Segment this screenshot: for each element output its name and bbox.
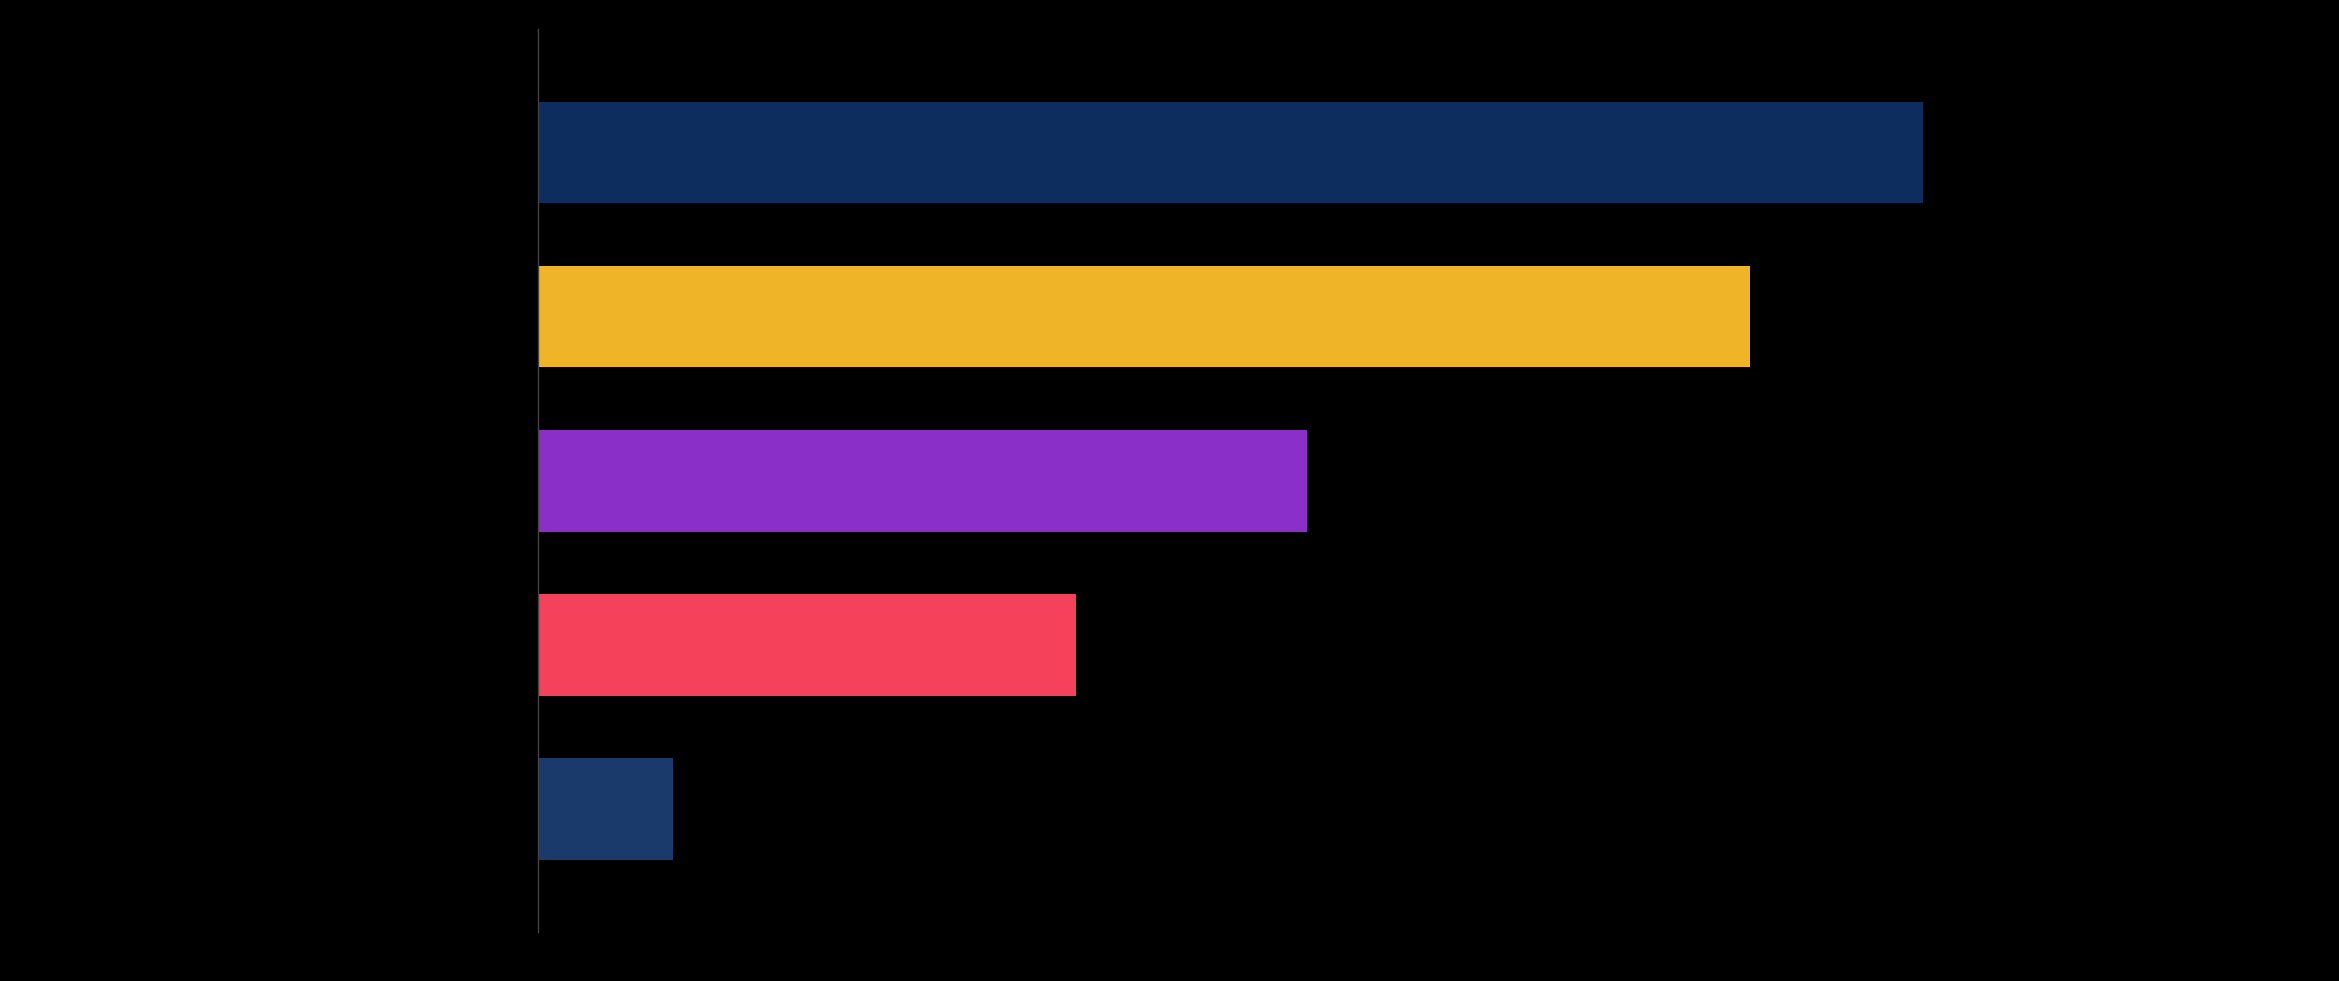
- Bar: [538, 594, 1076, 696]
- Bar: [538, 102, 1923, 203]
- Bar: [538, 430, 1308, 532]
- Bar: [538, 266, 1750, 368]
- Bar: [538, 758, 674, 859]
